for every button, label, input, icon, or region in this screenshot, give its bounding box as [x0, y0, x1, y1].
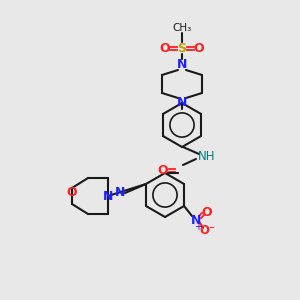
Text: NH: NH [198, 151, 216, 164]
Text: N: N [191, 214, 201, 226]
Text: N: N [177, 97, 187, 110]
Text: S: S [178, 41, 187, 55]
Text: CH₃: CH₃ [172, 23, 192, 33]
Text: N: N [115, 187, 125, 200]
Text: O: O [158, 164, 168, 176]
Text: O: O [202, 206, 212, 218]
Text: N: N [103, 190, 113, 202]
Text: +: + [194, 222, 202, 232]
Text: N: N [177, 58, 187, 71]
Text: O: O [194, 41, 204, 55]
Text: O: O [67, 187, 77, 200]
Text: O: O [160, 41, 170, 55]
Text: O⁻: O⁻ [199, 224, 215, 236]
